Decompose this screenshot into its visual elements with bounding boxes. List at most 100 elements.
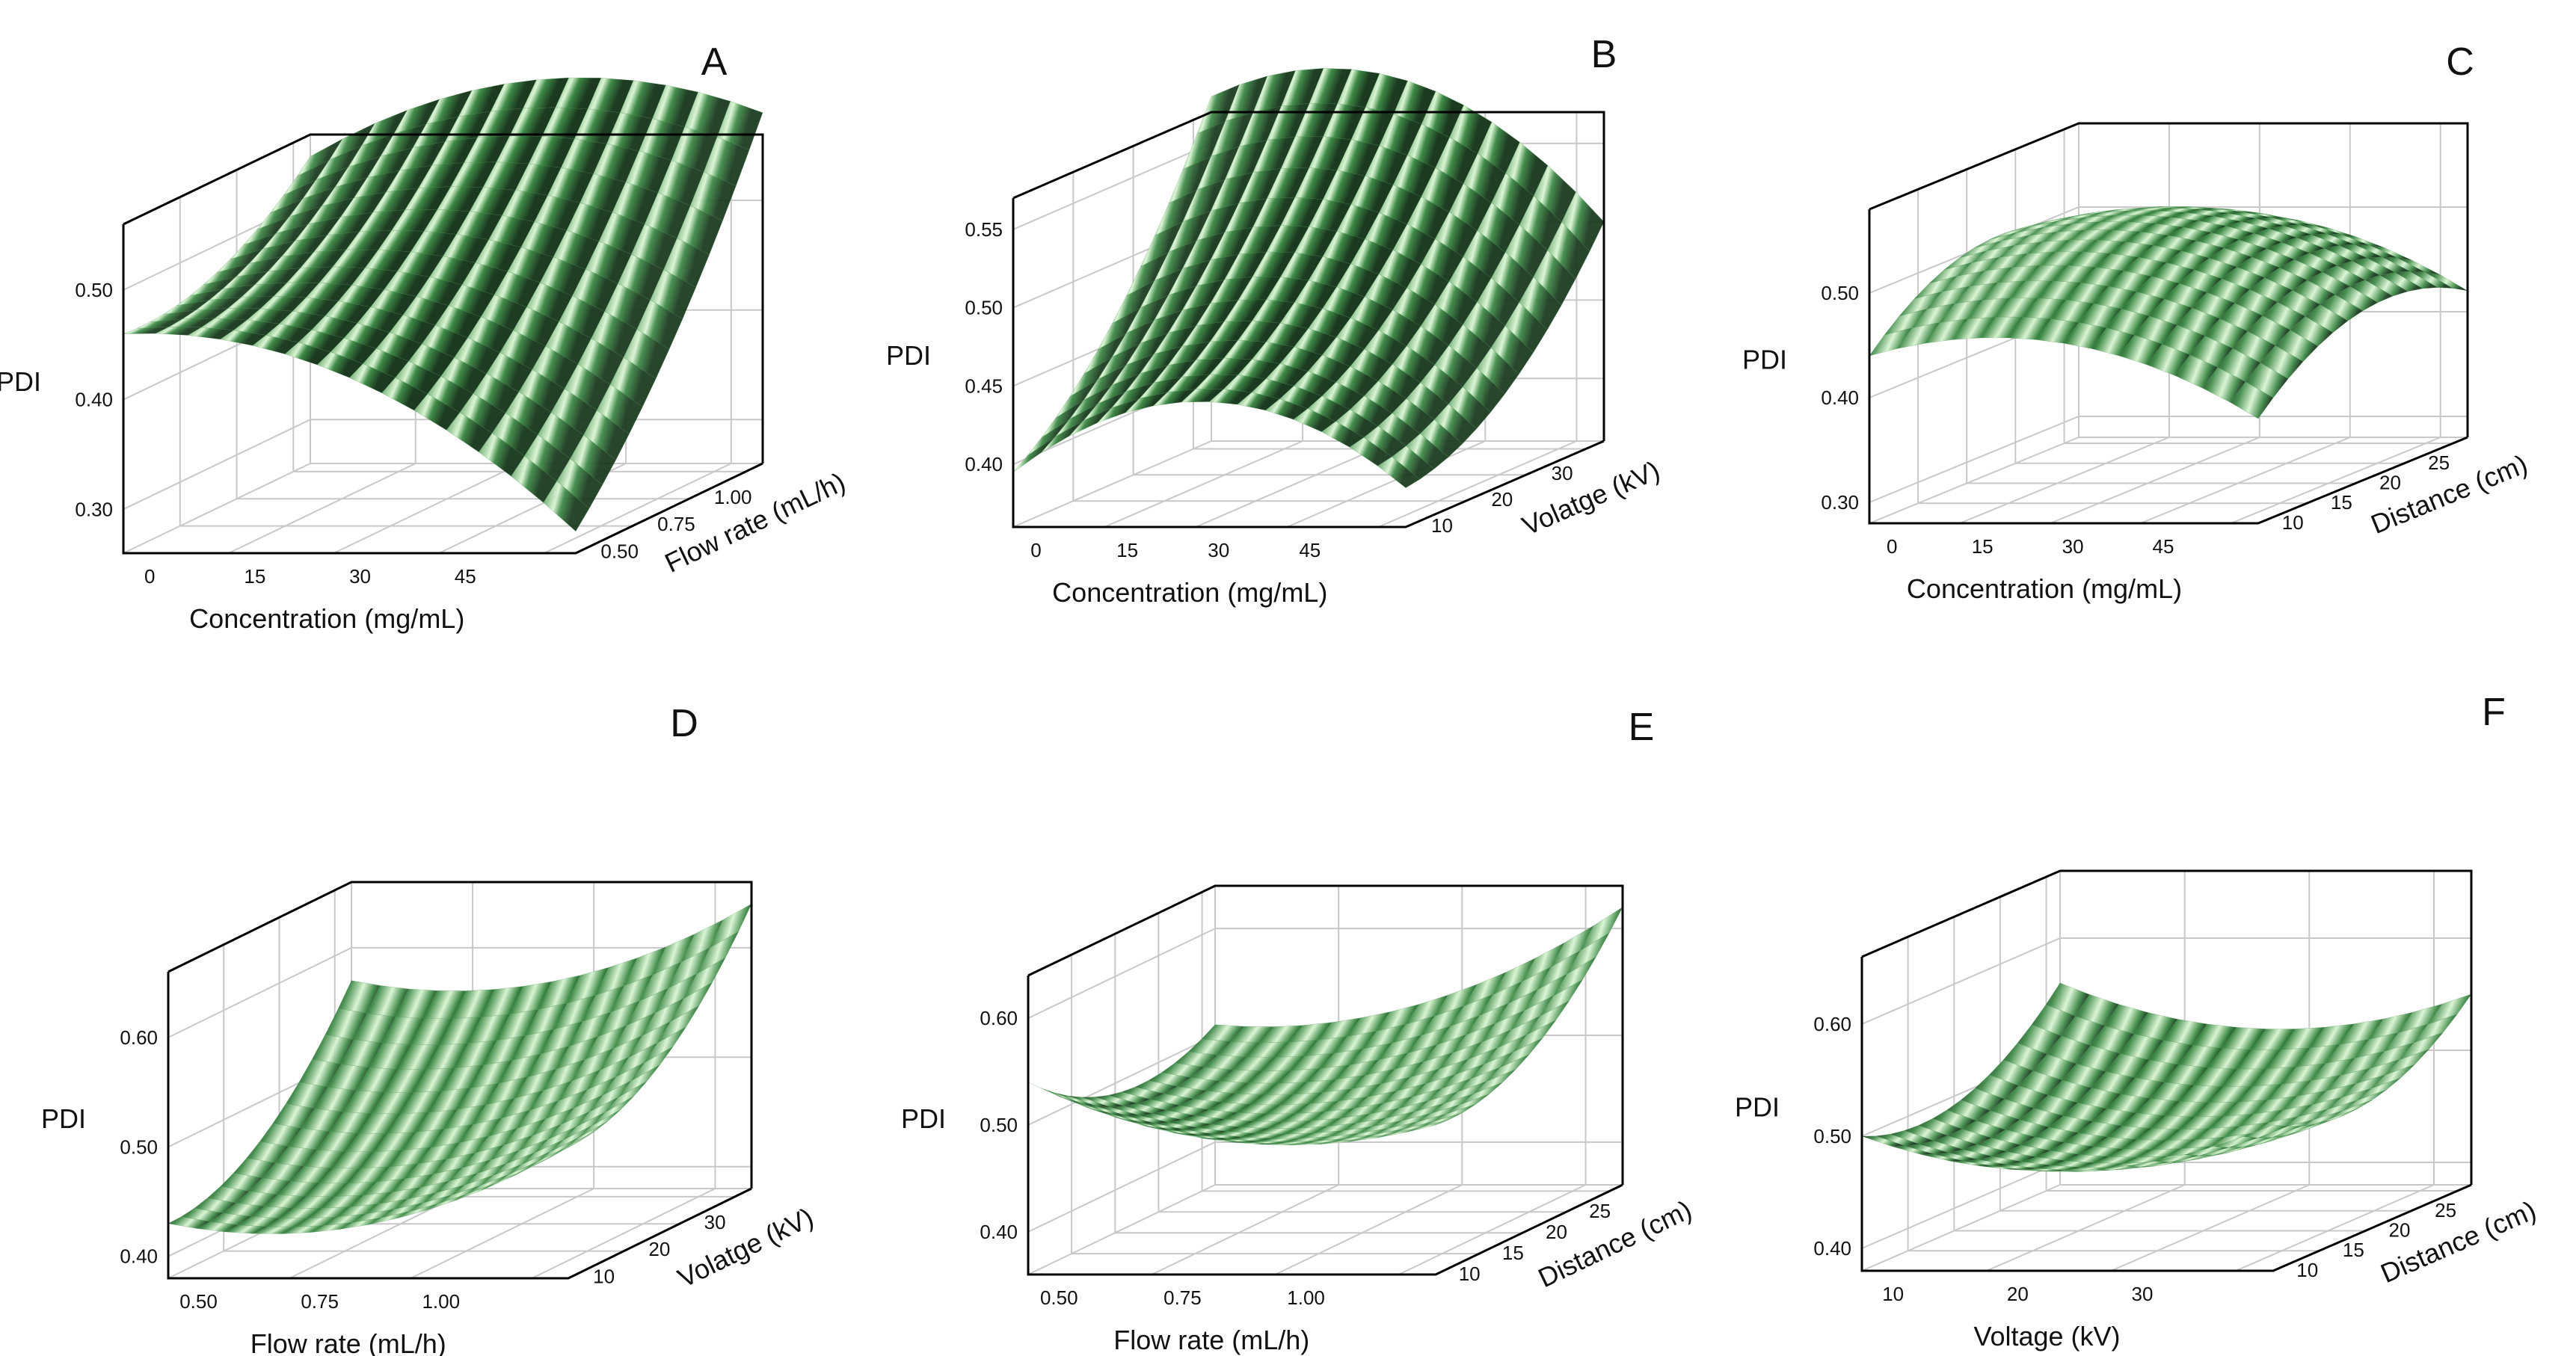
surface-patch xyxy=(1027,1082,1071,1101)
y-tick-label: 20 xyxy=(2389,1219,2411,1242)
y-tick-label: 20 xyxy=(1546,1221,1567,1243)
panel-d-surface xyxy=(167,903,752,1234)
surface-patch xyxy=(1407,1119,1450,1132)
panel-letter: A xyxy=(701,40,728,84)
surface-patch xyxy=(623,329,670,380)
z-axis-label: PDI xyxy=(1742,345,1787,375)
surface-patch xyxy=(539,1139,582,1163)
x-tick-label: 0 xyxy=(1887,535,1897,558)
box-edge xyxy=(1869,122,2469,437)
surface-patch xyxy=(2398,1032,2444,1061)
y-tick-label: 20 xyxy=(1491,488,1513,511)
panel-a: 0 15 30 45 0.50 0.75 1.00 0.30 0.40 0.50 Concentra… xyxy=(0,40,850,634)
panel-b: 0 15 30 45 10 20 30 0.40 0.45 0.50 0.55 Concentrati… xyxy=(886,33,1664,608)
z-tick-label: 0.60 xyxy=(1813,1013,1851,1035)
z-tick-label: 0.50 xyxy=(1821,282,1859,304)
surface-patch xyxy=(2379,272,2423,292)
x-axis-label: Flow rate (mL/h) xyxy=(1113,1325,1309,1355)
x-tick-label: 30 xyxy=(2062,535,2084,558)
y-tick-label: 0.50 xyxy=(600,540,639,563)
z-tick-label: 0.50 xyxy=(120,1135,158,1158)
x-tick-label: 0.50 xyxy=(1040,1286,1078,1309)
x-tick-label: 1.00 xyxy=(422,1290,460,1313)
surface-patch xyxy=(618,1064,660,1098)
y-tick-label: 10 xyxy=(593,1266,615,1288)
panel-d-box xyxy=(167,881,753,1280)
y-tick-label: 20 xyxy=(2379,472,2401,494)
surface-patch xyxy=(2305,304,2349,333)
z-axis-label: PDI xyxy=(0,366,41,397)
y-tick-label: 10 xyxy=(2296,1259,2318,1281)
y-axis-label: Distance (cm) xyxy=(2376,1195,2541,1289)
grid-line xyxy=(1869,437,2079,524)
surface-patch xyxy=(570,434,616,486)
surface-patch xyxy=(1377,456,1421,488)
z-tick-label: 0.60 xyxy=(980,1007,1018,1029)
x-tick-label: 30 xyxy=(1208,539,1229,561)
z-axis-label: PDI xyxy=(901,1103,946,1134)
surface-patch xyxy=(696,931,740,975)
z-tick-label: 0.30 xyxy=(75,498,113,520)
z-axis-label: PDI xyxy=(41,1103,86,1134)
y-tick-label: 15 xyxy=(2331,491,2352,514)
y-tick-label: 15 xyxy=(1502,1242,1524,1264)
grid-line xyxy=(123,419,763,511)
x-tick-label: 45 xyxy=(2153,535,2174,558)
panel-b-box xyxy=(1012,111,1605,528)
y-tick-label: 10 xyxy=(1459,1263,1481,1285)
panel-f-box xyxy=(1860,869,2473,1272)
z-tick-label: 0.45 xyxy=(965,375,1003,397)
surface-patch xyxy=(2290,315,2334,347)
grid-line xyxy=(1027,1141,1623,1233)
panel-c-surface xyxy=(1869,206,2468,419)
z-tick-label: 0.50 xyxy=(75,279,113,301)
y-tick-label: 10 xyxy=(1431,514,1453,537)
z-tick-label: 0.30 xyxy=(1821,491,1859,514)
box-edge xyxy=(1861,869,2473,1185)
x-tick-label: 45 xyxy=(455,565,476,588)
surface-patch xyxy=(1012,436,1056,472)
x-tick-label: 30 xyxy=(2132,1283,2154,1305)
x-tick-label: 0.75 xyxy=(301,1290,339,1313)
y-tick-label: 1.00 xyxy=(714,486,752,508)
panel-d-ticks: 0.50 0.75 1.00 10 20 30 0.40 0.50 0.60 xyxy=(120,1026,725,1313)
x-axis-label: Concentration (mg/mL) xyxy=(1052,577,1327,608)
x-tick-label: 0.75 xyxy=(1163,1286,1202,1309)
x-tick-label: 20 xyxy=(2007,1283,2029,1305)
surface-patch xyxy=(2356,1077,2401,1101)
panel-letter: D xyxy=(670,702,698,745)
box-edge xyxy=(167,881,753,1189)
box-edge xyxy=(1012,198,1605,528)
panel-e-surface xyxy=(1027,906,1623,1146)
x-tick-label: 0 xyxy=(144,565,155,588)
x-tick-label: 0 xyxy=(1030,539,1041,561)
grid-line xyxy=(1861,1162,2471,1249)
y-tick-label: 30 xyxy=(1552,462,1573,484)
surface-patch xyxy=(2243,1124,2288,1138)
surface-patch xyxy=(689,171,737,221)
surface-patch xyxy=(543,481,590,532)
surface-patch xyxy=(716,101,763,150)
panel-e-ticks: 0.50 0.75 1.00 10 15 20 25 0.40 0.50 0.60 xyxy=(980,1007,1611,1309)
surface-patch xyxy=(2409,271,2453,289)
panel-a-box xyxy=(122,133,764,555)
y-tick-label: 25 xyxy=(1589,1200,1611,1222)
z-tick-label: 0.40 xyxy=(1821,386,1859,409)
surface-patch xyxy=(2349,280,2394,303)
panel-e: 0.50 0.75 1.00 10 15 20 25 0.40 0.50 0.60 Flow rat… xyxy=(901,706,1697,1355)
box-edge xyxy=(1860,957,2472,1272)
y-tick-label: 0.75 xyxy=(657,513,695,535)
surface-patch xyxy=(565,1121,608,1148)
panel-d: 0.50 0.75 1.00 10 20 30 0.40 0.50 0.60 Flow rate … xyxy=(41,702,818,1356)
z-tick-label: 0.50 xyxy=(980,1114,1018,1136)
grid-line xyxy=(1027,1184,1216,1275)
box-edge xyxy=(123,133,764,463)
z-axis-label: PDI xyxy=(886,340,931,371)
surface-patch xyxy=(2245,362,2289,398)
panel-c: 0 15 30 45 10 15 20 25 0.30 0.40 0.50 Concentration… xyxy=(1742,40,2532,604)
grid-line xyxy=(1861,1184,2061,1272)
surface-patch xyxy=(605,1081,648,1113)
z-tick-label: 0.50 xyxy=(965,297,1003,319)
y-tick-label: 20 xyxy=(648,1238,670,1260)
x-tick-label: 15 xyxy=(1972,535,1994,558)
